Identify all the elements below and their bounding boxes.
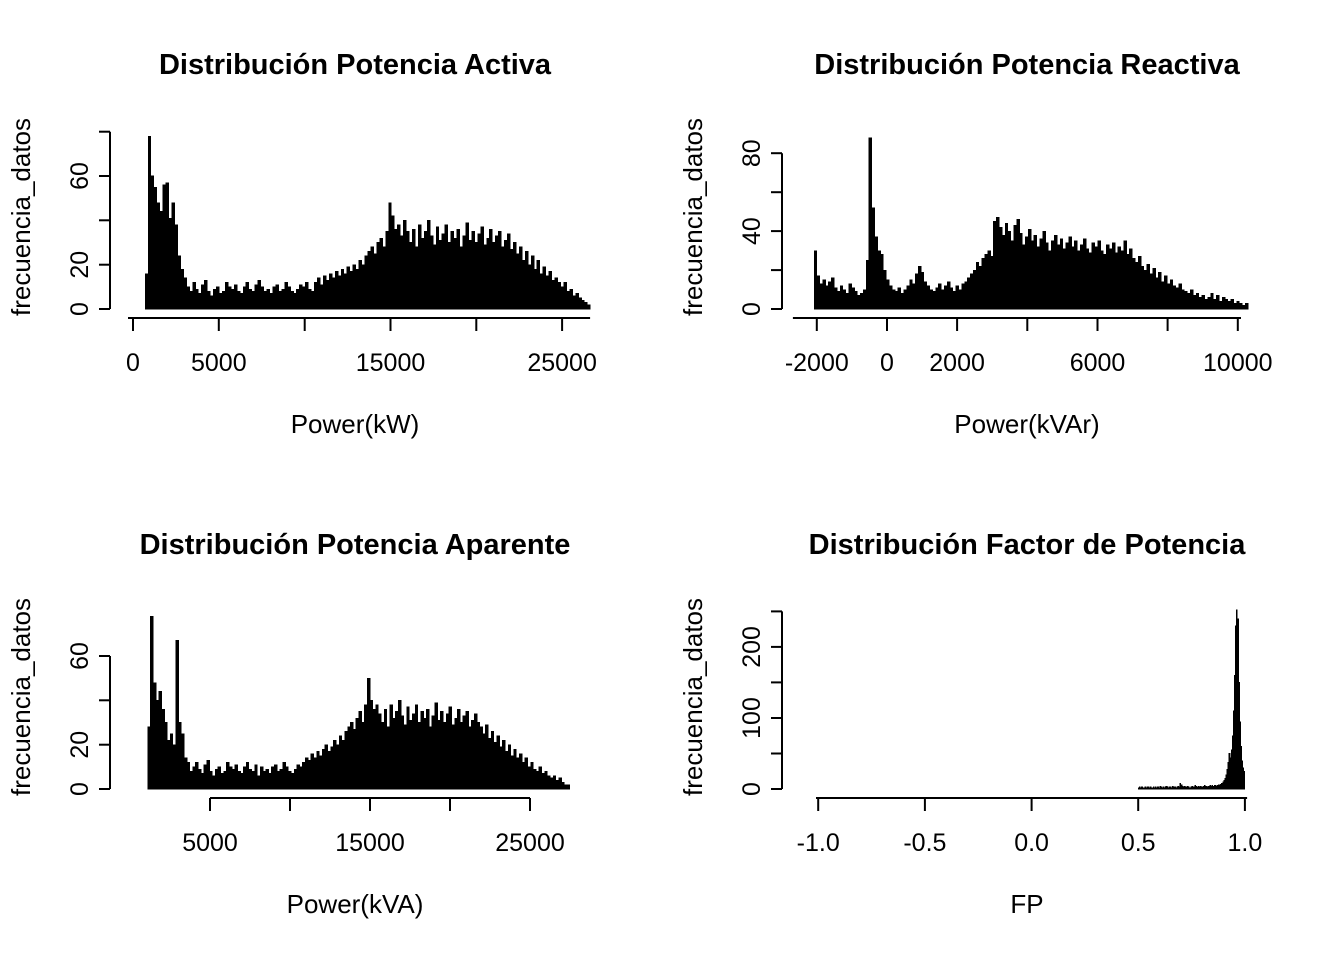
y-tick-label: 40: [738, 217, 766, 245]
x-tick-label: 25000: [527, 349, 597, 377]
x-axis-label: Power(kVAr): [954, 409, 1099, 439]
y-axis-label: frecuencia_datos: [6, 118, 36, 316]
y-tick-label: 0: [66, 782, 94, 796]
y-axis: 0 100 200: [738, 610, 783, 796]
y-tick-label: 80: [738, 139, 766, 167]
x-axis-label: FP: [1010, 889, 1043, 919]
x-tick-label: 5000: [191, 349, 247, 377]
panel-potencia-aparente: 5000 15000 25000 0 20 60 Distribución Potenc…: [0, 480, 672, 960]
x-axis: -1.0 -0.5 0.0 0.5 1.0: [797, 797, 1263, 857]
y-axis: 0 40 80: [738, 139, 783, 316]
x-tick-label: 0.5: [1121, 829, 1156, 857]
x-tick-label: -1.0: [797, 829, 840, 857]
y-tick-label: 20: [66, 251, 94, 279]
x-tick-label: 0.0: [1014, 829, 1049, 857]
histogram-factor-de-potencia: -1.0 -0.5 0.0 0.5 1.0 0 100 200 Distribución F…: [678, 529, 1263, 919]
y-tick-label: 0: [738, 782, 766, 796]
x-tick-label: 15000: [335, 829, 405, 857]
y-tick-label: 200: [738, 626, 766, 668]
x-tick-label: 0: [126, 349, 140, 377]
y-tick-label: 20: [66, 731, 94, 759]
chart-title: Distribución Potencia Reactiva: [814, 49, 1240, 81]
y-axis-label: frecuencia_datos: [678, 118, 708, 316]
histogram-bars: [144, 135, 591, 310]
y-axis: 0 20 60: [66, 642, 111, 796]
chart-title: Distribución Potencia Aparente: [140, 529, 571, 561]
x-tick-label: 1.0: [1228, 829, 1263, 857]
y-tick-label: 0: [738, 302, 766, 316]
x-axis: -2000 0 2000 6000 10000: [785, 317, 1273, 377]
x-axis-label: Power(kW): [291, 409, 420, 439]
y-axis-label: frecuencia_datos: [678, 598, 708, 796]
x-tick-label: 6000: [1070, 349, 1126, 377]
y-axis: 0 20 60: [66, 130, 111, 316]
histogram-potencia-reactiva: -2000 0 2000 6000 10000 0 40 80 Distribución P…: [678, 49, 1273, 439]
x-tick-label: 0: [880, 349, 894, 377]
x-axis: 5000 15000 25000: [182, 797, 565, 857]
y-tick-label: 60: [66, 162, 94, 190]
x-tick-label: 10000: [1203, 349, 1273, 377]
histogram-bars: [147, 615, 571, 790]
histogram-bars: [1138, 609, 1246, 790]
histogram-potencia-activa: 0 5000 15000 25000 0 20 60 Distribución Poten…: [6, 49, 597, 439]
x-tick-label: 2000: [929, 349, 985, 377]
y-axis-label: frecuencia_datos: [6, 598, 36, 796]
chart-title: Distribución Potencia Activa: [159, 49, 552, 81]
x-tick-label: 25000: [495, 829, 565, 857]
histogram-bars: [813, 137, 1249, 310]
y-tick-label: 60: [66, 642, 94, 670]
x-tick-label: -2000: [785, 349, 849, 377]
x-tick-label: -0.5: [903, 829, 946, 857]
panel-potencia-activa: 0 5000 15000 25000 0 20 60 Distribución Poten…: [0, 0, 672, 480]
x-tick-label: 15000: [356, 349, 426, 377]
x-axis: 0 5000 15000 25000: [126, 317, 597, 377]
histogram-potencia-aparente: 5000 15000 25000 0 20 60 Distribución Potenc…: [6, 529, 571, 919]
chart-title: Distribución Factor de Potencia: [809, 529, 1247, 561]
panel-potencia-reactiva: -2000 0 2000 6000 10000 0 40 80 Distribución P…: [672, 0, 1344, 480]
y-tick-label: 100: [738, 697, 766, 739]
x-tick-label: 5000: [182, 829, 238, 857]
panel-factor-de-potencia: -1.0 -0.5 0.0 0.5 1.0 0 100 200 Distribución F…: [672, 480, 1344, 960]
x-axis-label: Power(kVA): [287, 889, 424, 919]
y-tick-label: 0: [66, 302, 94, 316]
